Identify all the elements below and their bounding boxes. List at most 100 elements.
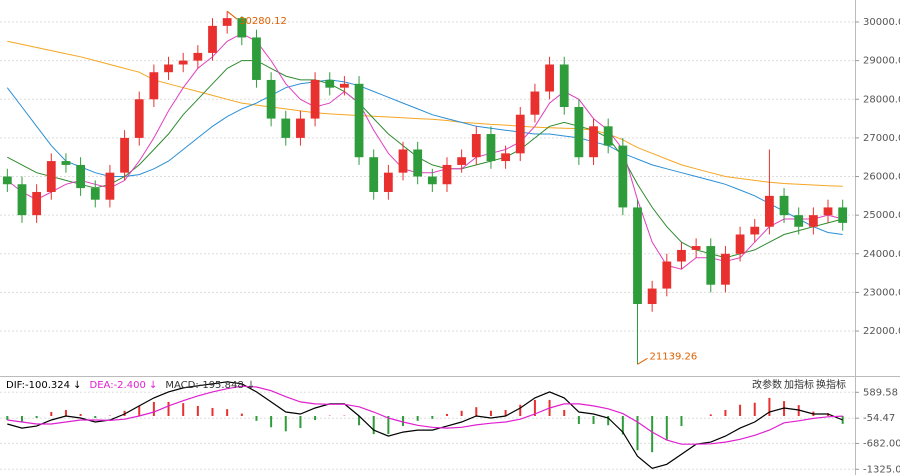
candle-body xyxy=(266,79,276,119)
indicator-button[interactable]: 换指标 xyxy=(816,378,846,391)
macd-bar xyxy=(753,402,756,417)
macd-bar xyxy=(724,409,727,417)
macd-bar xyxy=(431,416,434,419)
macd-bar xyxy=(592,416,595,425)
candle-body xyxy=(838,207,848,223)
macd-bar xyxy=(255,416,258,421)
macd-bar xyxy=(226,409,229,417)
macd-bar xyxy=(167,401,170,417)
candle-body xyxy=(398,149,408,173)
candle-body xyxy=(134,99,144,138)
candle-body xyxy=(164,64,173,73)
indicator-line xyxy=(7,60,843,259)
candle-body xyxy=(369,157,379,192)
candle-body xyxy=(149,72,159,100)
candle-body xyxy=(457,157,467,165)
candle-body xyxy=(17,184,27,216)
macd-bar xyxy=(240,413,243,417)
indicator-button[interactable]: 改参数 xyxy=(752,378,782,391)
candle-body xyxy=(442,164,452,185)
macd-bar xyxy=(387,416,390,435)
macd-bar xyxy=(372,416,375,435)
macd-bar xyxy=(636,416,639,451)
candle-body xyxy=(501,153,510,162)
macd-bar xyxy=(665,416,668,441)
macd-bar xyxy=(402,416,405,427)
candle-body xyxy=(750,226,760,235)
macd-bar xyxy=(709,414,712,417)
candle-body xyxy=(589,126,598,158)
candle-body xyxy=(340,83,349,88)
candle-body xyxy=(706,246,716,285)
macd-bar xyxy=(739,404,742,417)
y-tick-label: -54.47 xyxy=(863,413,895,424)
macd-bar xyxy=(416,416,419,421)
macd-bar xyxy=(489,410,492,417)
candle-body xyxy=(545,64,554,92)
y-tick-label: 26000.00 xyxy=(863,172,900,183)
macd-bar xyxy=(270,416,273,428)
candle-body xyxy=(486,134,496,162)
candle-body xyxy=(46,161,56,192)
candle-body xyxy=(2,176,12,185)
candle-body xyxy=(120,137,129,173)
candle-body xyxy=(310,79,320,119)
candle-body xyxy=(618,145,628,208)
macd-bar xyxy=(6,416,9,421)
candle-body xyxy=(808,215,818,227)
macd-bar xyxy=(577,416,580,425)
y-tick-label: 28000.00 xyxy=(863,94,900,105)
indicator-value: DEA:-2.400 ↓ xyxy=(90,380,158,391)
candle-body xyxy=(296,118,305,138)
indicator-line xyxy=(6,79,843,235)
y-tick-label: 25000.00 xyxy=(863,210,900,221)
indicator-line xyxy=(7,385,843,445)
candle-body xyxy=(90,188,100,200)
macd-bar xyxy=(152,401,155,417)
macd-bar xyxy=(94,416,97,419)
macd-bar xyxy=(358,416,361,426)
macd-bar xyxy=(182,403,185,417)
candle-body xyxy=(237,18,247,38)
indicator-value: DIF:-100.324 ↓ xyxy=(6,380,82,391)
macd-bar xyxy=(299,416,302,429)
macd-bar xyxy=(680,416,683,427)
candle-body xyxy=(633,207,642,305)
candle-body xyxy=(208,25,217,53)
y-tick-label: 27000.00 xyxy=(863,133,900,144)
candle-body xyxy=(413,149,423,177)
candle-body xyxy=(765,195,774,227)
y-tick-label: 30000.00 xyxy=(863,17,900,28)
macd-bar xyxy=(504,409,507,417)
candle-body xyxy=(691,246,701,250)
macd-bar xyxy=(35,416,38,419)
y-tick-label: -1325.05 xyxy=(863,464,900,475)
macd-bar xyxy=(460,410,463,417)
candle-body xyxy=(721,253,730,285)
candle-body xyxy=(559,64,569,107)
macd-bar xyxy=(314,416,317,421)
macd-bar xyxy=(519,404,522,417)
macd-bar xyxy=(79,413,82,417)
candle-body xyxy=(178,60,188,65)
candle-body xyxy=(105,172,115,200)
indicator-line xyxy=(7,381,843,469)
candle-body xyxy=(32,191,42,216)
annotation-label: 30280.12 xyxy=(239,16,287,27)
indicator-button[interactable]: 加指标 xyxy=(784,378,814,391)
candle-body xyxy=(427,176,437,185)
y-tick-label: 589.58 xyxy=(863,387,898,398)
candle-body xyxy=(823,207,833,216)
annotation-label: 21139.26 xyxy=(650,351,698,362)
candle-body xyxy=(222,18,232,26)
macd-bar xyxy=(607,416,610,426)
candle-body xyxy=(735,234,745,254)
candle-body xyxy=(574,106,584,158)
y-tick-label: 29000.00 xyxy=(863,56,900,67)
candle-body xyxy=(471,134,481,158)
macd-bar xyxy=(445,413,448,417)
macd-bar xyxy=(50,411,53,417)
y-tick-label: 23000.00 xyxy=(863,287,900,298)
indicator-line xyxy=(6,33,843,270)
